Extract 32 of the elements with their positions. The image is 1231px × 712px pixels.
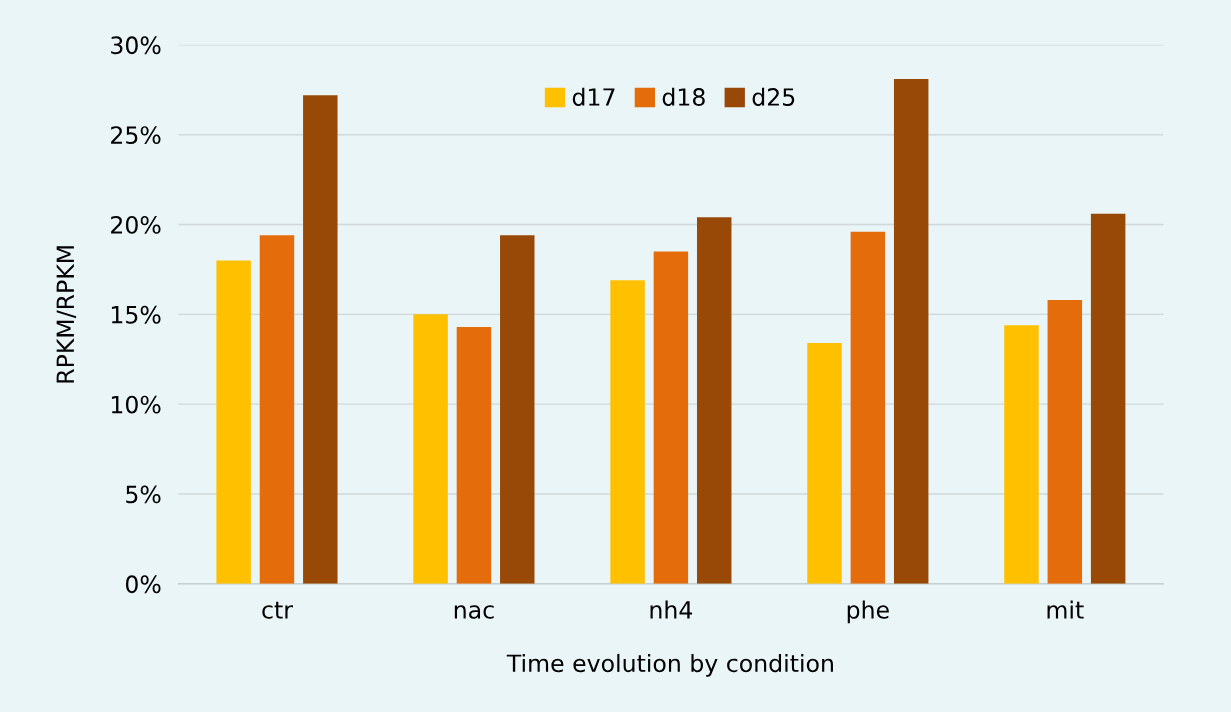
y-tick-label: 25% [111,126,161,144]
bar [850,231,886,584]
bar [259,235,295,584]
legend-label: d17 [572,87,615,106]
bar [456,326,492,584]
y-tick-label: 20% [111,215,161,234]
x-tick-label: nh4 [650,600,693,619]
bar [303,95,338,584]
bar [1004,325,1039,584]
y-tick-label: 5% [126,485,161,504]
legend-label: d18 [662,87,705,106]
bar [653,251,689,584]
x-tick-label: ctr [262,601,293,619]
bar [500,235,535,584]
y-tick-label: 10% [111,395,161,414]
bar [216,260,251,584]
y-tick-label: 0% [125,575,161,594]
bar [1047,299,1083,584]
bar [696,217,732,584]
bar [413,314,448,584]
bar [807,343,842,584]
x-tick-label: mit [1047,600,1084,619]
x-axis-title: Time evolution by condition [506,653,833,677]
y-axis-title: RPKM/RPKM [56,246,77,383]
bar [893,78,929,584]
y-tick-label: 15% [111,305,161,324]
y-tick-label: 30% [111,36,161,55]
x-tick-label: phe [847,600,889,624]
bar [610,280,645,584]
x-tick-label: nac [454,605,494,619]
legend-label: d25 [752,87,795,106]
bar [1090,213,1126,584]
